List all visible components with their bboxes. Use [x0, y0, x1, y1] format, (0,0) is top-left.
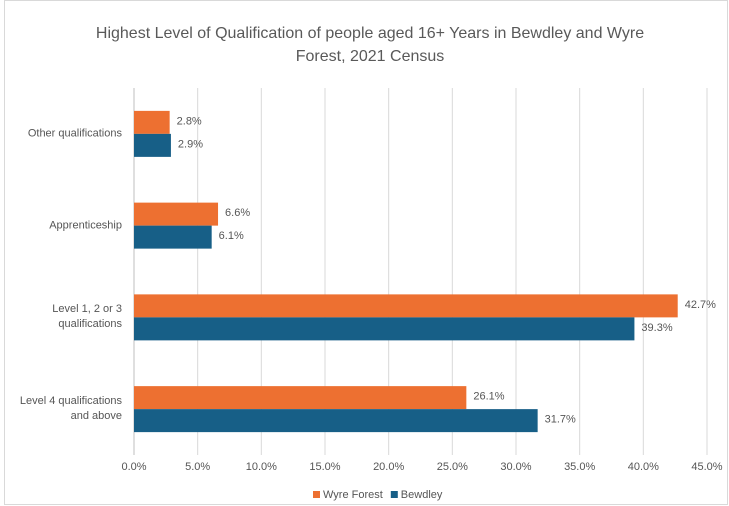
- bar: [134, 225, 212, 249]
- x-tick-label: 45.0%: [691, 461, 722, 473]
- data-label: 31.7%: [545, 414, 576, 426]
- data-label: 42.7%: [685, 299, 716, 311]
- legend-label: Wyre Forest: [323, 489, 383, 501]
- bar: [134, 133, 171, 157]
- legend-label: Bewdley: [401, 489, 443, 501]
- bar: [134, 386, 467, 410]
- bar: [134, 202, 219, 226]
- data-label: 26.1%: [473, 391, 504, 403]
- x-tick-label: 20.0%: [373, 461, 404, 473]
- data-label: 2.9%: [178, 138, 203, 150]
- y-tick-label: Apprenticeship: [49, 219, 122, 232]
- legend-swatch: [313, 491, 320, 498]
- bar: [134, 110, 170, 134]
- data-label: 39.3%: [641, 322, 672, 334]
- x-tick-label: 40.0%: [628, 461, 659, 473]
- x-tick-label: 0.0%: [121, 461, 146, 473]
- y-tick-label: Level 4 qualifications and above: [19, 395, 122, 423]
- data-label: 6.6%: [225, 207, 250, 219]
- x-tick-label: 10.0%: [246, 461, 277, 473]
- x-tick-label: 15.0%: [309, 461, 340, 473]
- data-label: 2.8%: [177, 115, 202, 127]
- x-tick-label: 25.0%: [437, 461, 468, 473]
- bar: [134, 409, 538, 433]
- y-tick-label: Level 1, 2 or 3 qualifications: [52, 303, 122, 331]
- chart-title: Highest Level of Qualification of people…: [95, 25, 645, 65]
- bar: [134, 294, 678, 318]
- data-label: 6.1%: [219, 230, 244, 242]
- y-tick-label: Other qualifications: [27, 127, 122, 140]
- x-tick-label: 35.0%: [564, 461, 595, 473]
- x-tick-label: 30.0%: [500, 461, 531, 473]
- x-tick-label: 5.0%: [185, 461, 210, 473]
- bar: [134, 317, 635, 341]
- chart-border: [4, 0, 728, 505]
- legend-swatch: [390, 491, 398, 498]
